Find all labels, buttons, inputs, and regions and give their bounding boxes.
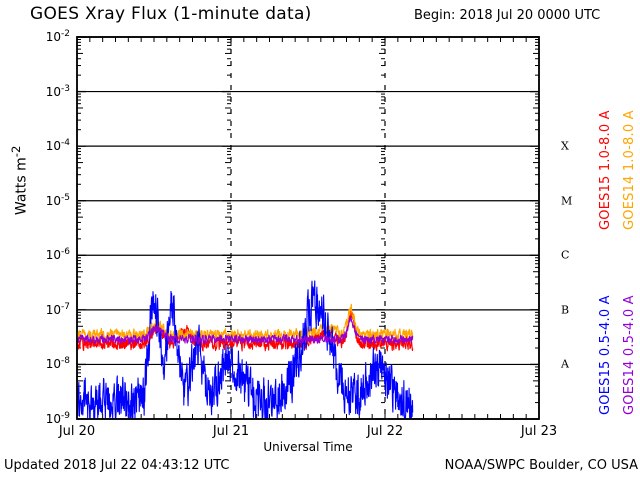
y-axis-tick-label: 10-6 <box>45 247 70 263</box>
plot-frame-overlay <box>76 36 540 420</box>
y-axis-tick-label: 10-4 <box>45 138 70 154</box>
series-trace-4 <box>76 316 414 345</box>
x-axis-tick-label: Jul 22 <box>366 424 404 439</box>
source-attribution: NOAA/SWPC Boulder, CO USA <box>444 458 638 473</box>
legend-entry-2: GOES14 1.0-8.0 A <box>622 110 637 230</box>
x-axis-tick-label: Jul 20 <box>58 424 96 439</box>
y-axis-tick-label: 10-8 <box>45 356 70 372</box>
flare-class-label-M: M <box>561 194 573 208</box>
x-axis-tick-label: Jul 23 <box>520 424 558 439</box>
y-axis-title: Watts m-2 <box>9 115 30 245</box>
updated-timestamp: Updated 2018 Jul 22 04:43:12 UTC <box>4 458 230 473</box>
page-title: GOES Xray Flux (1-minute data) <box>30 4 312 24</box>
y-axis-tick-label: 10-7 <box>45 301 70 317</box>
flare-class-label-C: C <box>561 248 570 262</box>
legend-entry-4: GOES14 0.5-4.0 A <box>622 295 637 415</box>
y-axis-tick-label: 10-5 <box>45 192 70 208</box>
x-axis-tick-label: Jul 21 <box>212 424 250 439</box>
series-trace-1 <box>76 308 414 352</box>
y-axis-tick-label: 10-9 <box>45 411 70 426</box>
flare-class-label-B: B <box>561 303 570 317</box>
flare-class-label-A: A <box>561 357 569 371</box>
legend-entry-3: GOES15 0.5-4.0 A <box>598 295 613 415</box>
plot-frame <box>76 36 540 420</box>
y-axis-tick-label: 10-2 <box>45 29 70 44</box>
legend-entry-1: GOES15 1.0-8.0 A <box>598 110 613 230</box>
flare-class-label-X: X <box>561 139 569 153</box>
y-axis-tick-label: 10-3 <box>45 83 70 99</box>
series-trace-3 <box>76 280 414 420</box>
series-trace-2 <box>76 303 414 342</box>
begin-time-label: Begin: 2018 Jul 20 0000 UTC <box>414 8 601 23</box>
x-axis-title: Universal Time <box>263 440 353 454</box>
